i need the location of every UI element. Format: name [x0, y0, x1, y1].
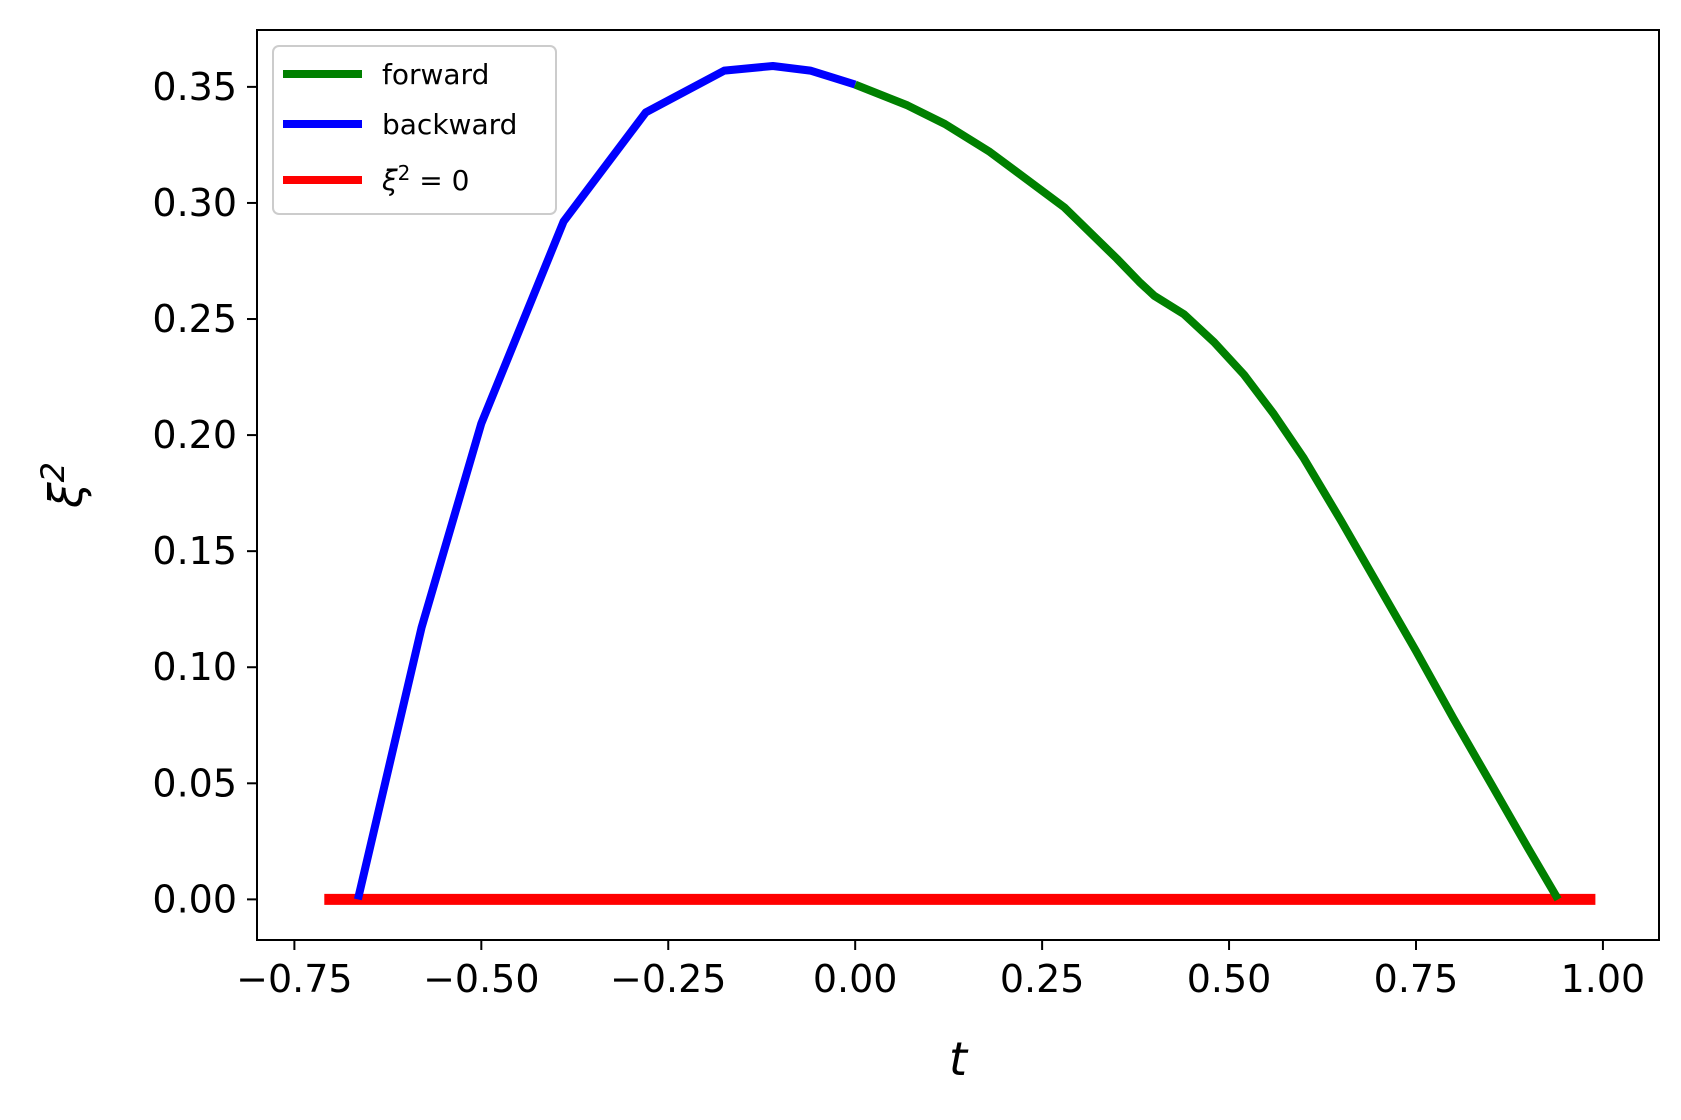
- x-tick-label: 0.75: [1374, 957, 1459, 1001]
- y-tick-label: 0.35: [152, 65, 237, 109]
- series-layer: [324, 62, 1596, 905]
- x-tick-label: −0.75: [236, 957, 352, 1001]
- y-axis-label: ξ2: [34, 462, 93, 509]
- x-tick-label: −0.25: [610, 957, 726, 1001]
- legend-label-zero-line: ξ2 = 0: [381, 161, 469, 197]
- plot-frame: [256, 29, 1660, 941]
- y-tick-label: 0.10: [152, 645, 237, 689]
- y-tick-label: 0.30: [152, 181, 237, 225]
- x-tick-label: 0.25: [1000, 957, 1085, 1001]
- legend-label-zero-line-superscript: 2: [398, 161, 411, 185]
- series-line-backward: [354, 62, 857, 901]
- y-tick-label: 0.00: [152, 877, 237, 921]
- x-axis-label: t: [949, 1032, 969, 1086]
- y-axis-label-base: ξ: [39, 482, 93, 509]
- legend-label-forward: forward: [382, 58, 489, 91]
- legend-label-backward: backward: [382, 108, 517, 141]
- x-tick-label: 0.50: [1187, 957, 1272, 1001]
- x-tick-label: 1.00: [1561, 957, 1646, 1001]
- y-tick-label: 0.25: [152, 297, 237, 341]
- legend-label-zero-line-rest: = 0: [410, 164, 469, 197]
- x-tick-label: −0.50: [423, 957, 539, 1001]
- y-axis-label-superscript: 2: [34, 462, 72, 482]
- y-tick-label: 0.15: [152, 529, 237, 573]
- x-tick-label: 0.00: [813, 957, 898, 1001]
- ticks-layer: −0.75 −0.50 −0.25 0.00 0.25 0.50 0.75 1.00 0.00 0…: [152, 65, 1645, 1001]
- legend-box: [272, 45, 557, 215]
- legend: forward backward ξ2 = 0: [272, 45, 557, 215]
- legend-label-zero-line-base: ξ: [381, 164, 398, 197]
- series-line-forward: [853, 80, 1562, 902]
- svg-text:ξ2: ξ2: [34, 462, 93, 509]
- y-tick-label: 0.05: [152, 761, 237, 805]
- y-tick-label: 0.20: [152, 413, 237, 457]
